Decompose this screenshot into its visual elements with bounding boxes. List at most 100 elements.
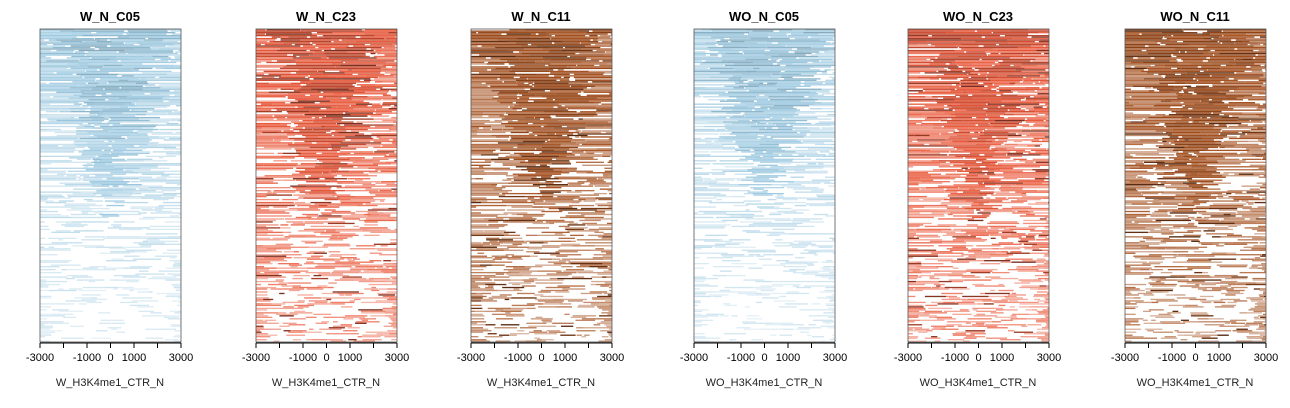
heatmap-cell <box>783 224 797 226</box>
heatmap-cell <box>1195 85 1209 87</box>
heatmap-cell <box>495 340 511 342</box>
heatmap-cell <box>722 121 760 123</box>
heatmap-cell <box>908 58 927 61</box>
heatmap-cell <box>165 96 181 98</box>
heatmap-cell <box>1125 70 1142 73</box>
heatmap-cell <box>1228 106 1258 108</box>
heatmap-cell <box>956 237 982 240</box>
heatmap-cell <box>1222 30 1254 32</box>
heatmap-cell <box>497 93 519 95</box>
heatmap-cell <box>288 36 307 38</box>
heatmap-cell <box>1035 82 1044 84</box>
heatmap-cell <box>993 31 1039 34</box>
heatmap-cell <box>977 325 998 327</box>
heatmap-cell <box>84 76 123 79</box>
heatmap-cell <box>1175 154 1192 156</box>
heatmap-cell <box>1044 333 1049 335</box>
heatmap-cell <box>92 192 110 195</box>
heatmap-cell <box>548 331 566 333</box>
heatmap-cell <box>1193 103 1214 105</box>
heatmap-cell <box>524 116 535 119</box>
heatmap-cell <box>391 181 397 183</box>
heatmap-cell <box>979 210 1016 213</box>
heatmap-cell <box>117 36 130 38</box>
heatmap-cell <box>964 233 995 235</box>
heatmap-cell <box>916 265 936 268</box>
heatmap-cell <box>1183 102 1209 104</box>
heatmap-cell <box>767 82 778 84</box>
heatmap-cell <box>757 42 773 44</box>
heatmap-cell <box>694 304 699 307</box>
heatmap-cell <box>491 134 535 137</box>
heatmap-cell <box>793 115 835 117</box>
heatmap-cell <box>722 303 731 305</box>
heatmap-cell <box>323 243 350 245</box>
heatmap-cell <box>527 197 535 199</box>
heatmap-cell <box>980 90 997 92</box>
heatmap-cell <box>965 70 1022 73</box>
heatmap-cell <box>1211 75 1264 77</box>
heatmap-cell <box>262 106 296 108</box>
heatmap-cell <box>998 289 1014 292</box>
heatmap-cell <box>109 119 150 122</box>
heatmap-cell <box>694 288 701 290</box>
heatmap-cell <box>908 121 923 123</box>
heatmap-cell <box>294 304 315 307</box>
heatmap-cell <box>40 105 54 107</box>
heatmap-cell <box>931 252 964 254</box>
heatmap-cell <box>1125 151 1144 153</box>
heatmap-cell <box>966 224 978 226</box>
heatmap-cell <box>108 140 113 143</box>
heatmap-cell <box>606 327 612 329</box>
heatmap-cell <box>308 246 328 248</box>
heatmap-cell <box>716 40 729 43</box>
heatmap-cell <box>477 130 527 132</box>
heatmap-cell <box>381 270 397 272</box>
heatmap-cell <box>40 125 85 128</box>
heatmap-cell <box>148 291 153 293</box>
heatmap-cell <box>309 49 322 52</box>
heatmap-cell <box>319 102 370 104</box>
heatmap-cell <box>558 260 571 262</box>
heatmap-cell <box>1156 149 1173 152</box>
heatmap-cell <box>275 243 294 245</box>
heatmap-cell <box>588 234 610 237</box>
heatmap-cell <box>96 136 122 138</box>
heatmap-cell <box>152 151 176 153</box>
heatmap-cell <box>754 157 763 159</box>
heatmap-cell <box>119 106 129 108</box>
heatmap-cell <box>592 75 612 77</box>
heatmap-cell <box>1001 298 1029 301</box>
heatmap-cell <box>1003 172 1047 174</box>
heatmap-cell <box>989 167 1014 169</box>
heatmap-cell <box>471 43 528 46</box>
heatmap-cell <box>1040 154 1049 156</box>
heatmap-cell <box>832 58 835 61</box>
heatmap-cell <box>1129 102 1181 104</box>
heatmap-cell <box>1152 87 1184 89</box>
heatmap-cell <box>40 279 47 281</box>
heatmap-cell <box>596 184 612 186</box>
heatmap-cell <box>770 36 809 38</box>
heatmap-cell <box>1246 151 1266 153</box>
heatmap-cell <box>530 318 553 320</box>
heatmap-cell <box>572 152 588 155</box>
heatmap-cell <box>586 224 612 226</box>
heatmap-cell <box>543 125 562 128</box>
heatmap-cell <box>1242 112 1266 114</box>
heatmap-cell <box>330 340 347 342</box>
heatmap-cell <box>172 285 181 287</box>
heatmap-cell <box>103 66 126 68</box>
heatmap-cell <box>976 164 1003 166</box>
heatmap-cell <box>164 339 179 341</box>
heatmap-cell <box>292 61 344 64</box>
heatmap-cell <box>757 206 775 208</box>
heatmap-cell <box>40 246 45 248</box>
heatmap-cell <box>495 309 504 311</box>
heatmap-cell <box>311 277 329 280</box>
heatmap-cell <box>1217 160 1246 162</box>
heatmap-cell <box>360 310 370 313</box>
heatmap-cell <box>568 204 595 207</box>
heatmap-cell <box>40 67 68 70</box>
heatmap-cell <box>1125 40 1155 43</box>
